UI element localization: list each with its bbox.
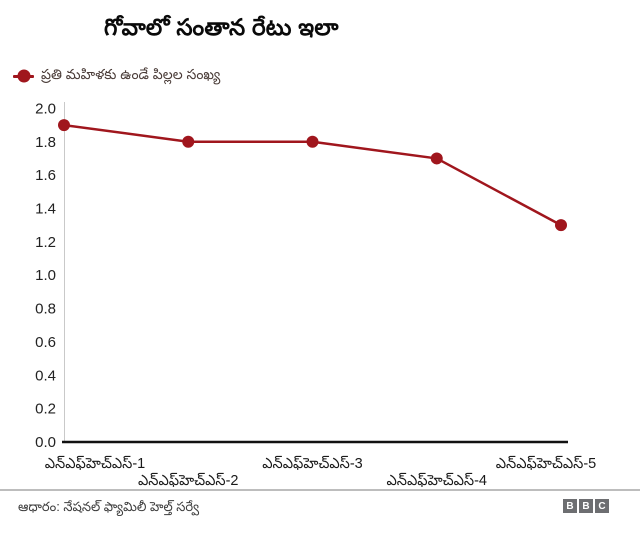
data-point [555, 219, 567, 232]
legend-label: ప్రతి మహిళకు ఉండే పిల్లల సంఖ్య [41, 66, 221, 82]
bbc-logo-letter: C [595, 499, 609, 513]
x-tick-label: ఎన్ఎఫ్‌హెచ్ఎస్-4 [387, 472, 488, 489]
x-tick-label: ఎన్ఎఫ్‌హెచ్ఎస్-3 [262, 455, 363, 472]
footer-divider [0, 489, 640, 491]
fertility-line-chart: 0.0 0.2 0.4 0.6 0.8 1.0 1.2 1.4 1.6 1.8 2.0 ఎన్ఎఫ్‌… [35, 100, 597, 489]
y-tick-label: 0.2 [35, 401, 56, 418]
y-tick-label: 0.8 [35, 301, 56, 318]
x-tick-label: ఎన్ఎఫ్‌హెచ్ఎస్-2 [138, 472, 239, 489]
data-point [430, 152, 443, 165]
bbc-logo-letter: B [579, 499, 593, 513]
y-tick-label: 1.0 [35, 267, 56, 284]
legend-dot-icon [17, 69, 30, 83]
x-tick-label: ఎన్ఎఫ్‌హెచ్ఎస్-1 [45, 455, 146, 472]
y-tick-label: 2.0 [35, 100, 56, 117]
bbc-logo-letter: B [563, 499, 577, 513]
y-tick-label: 1.8 [35, 134, 56, 151]
data-point [58, 119, 70, 132]
x-tick-label: ఎన్ఎఫ్‌హెచ్ఎస్-5 [496, 455, 597, 472]
source-text: ఆధారం: నేషనల్ ఫ్యామిలీ హెల్త్ సర్వే [18, 499, 200, 514]
legend-line-marker-icon [13, 69, 34, 83]
data-point [306, 135, 319, 148]
y-tick-label: 0.0 [35, 434, 56, 451]
chart-title: గోవాలో సంతాన రేటు ఇలా [104, 14, 339, 40]
y-tick-label: 1.6 [35, 167, 56, 184]
bbc-logo: B B C [563, 499, 609, 513]
y-tick-label: 0.4 [35, 367, 56, 384]
data-point [182, 135, 195, 148]
y-tick-label: 1.4 [35, 200, 56, 217]
y-tick-label: 1.2 [35, 234, 56, 251]
y-tick-label: 0.6 [35, 334, 56, 351]
legend: ప్రతి మహిళకు ఉండే పిల్లల సంఖ్య [13, 66, 220, 86]
